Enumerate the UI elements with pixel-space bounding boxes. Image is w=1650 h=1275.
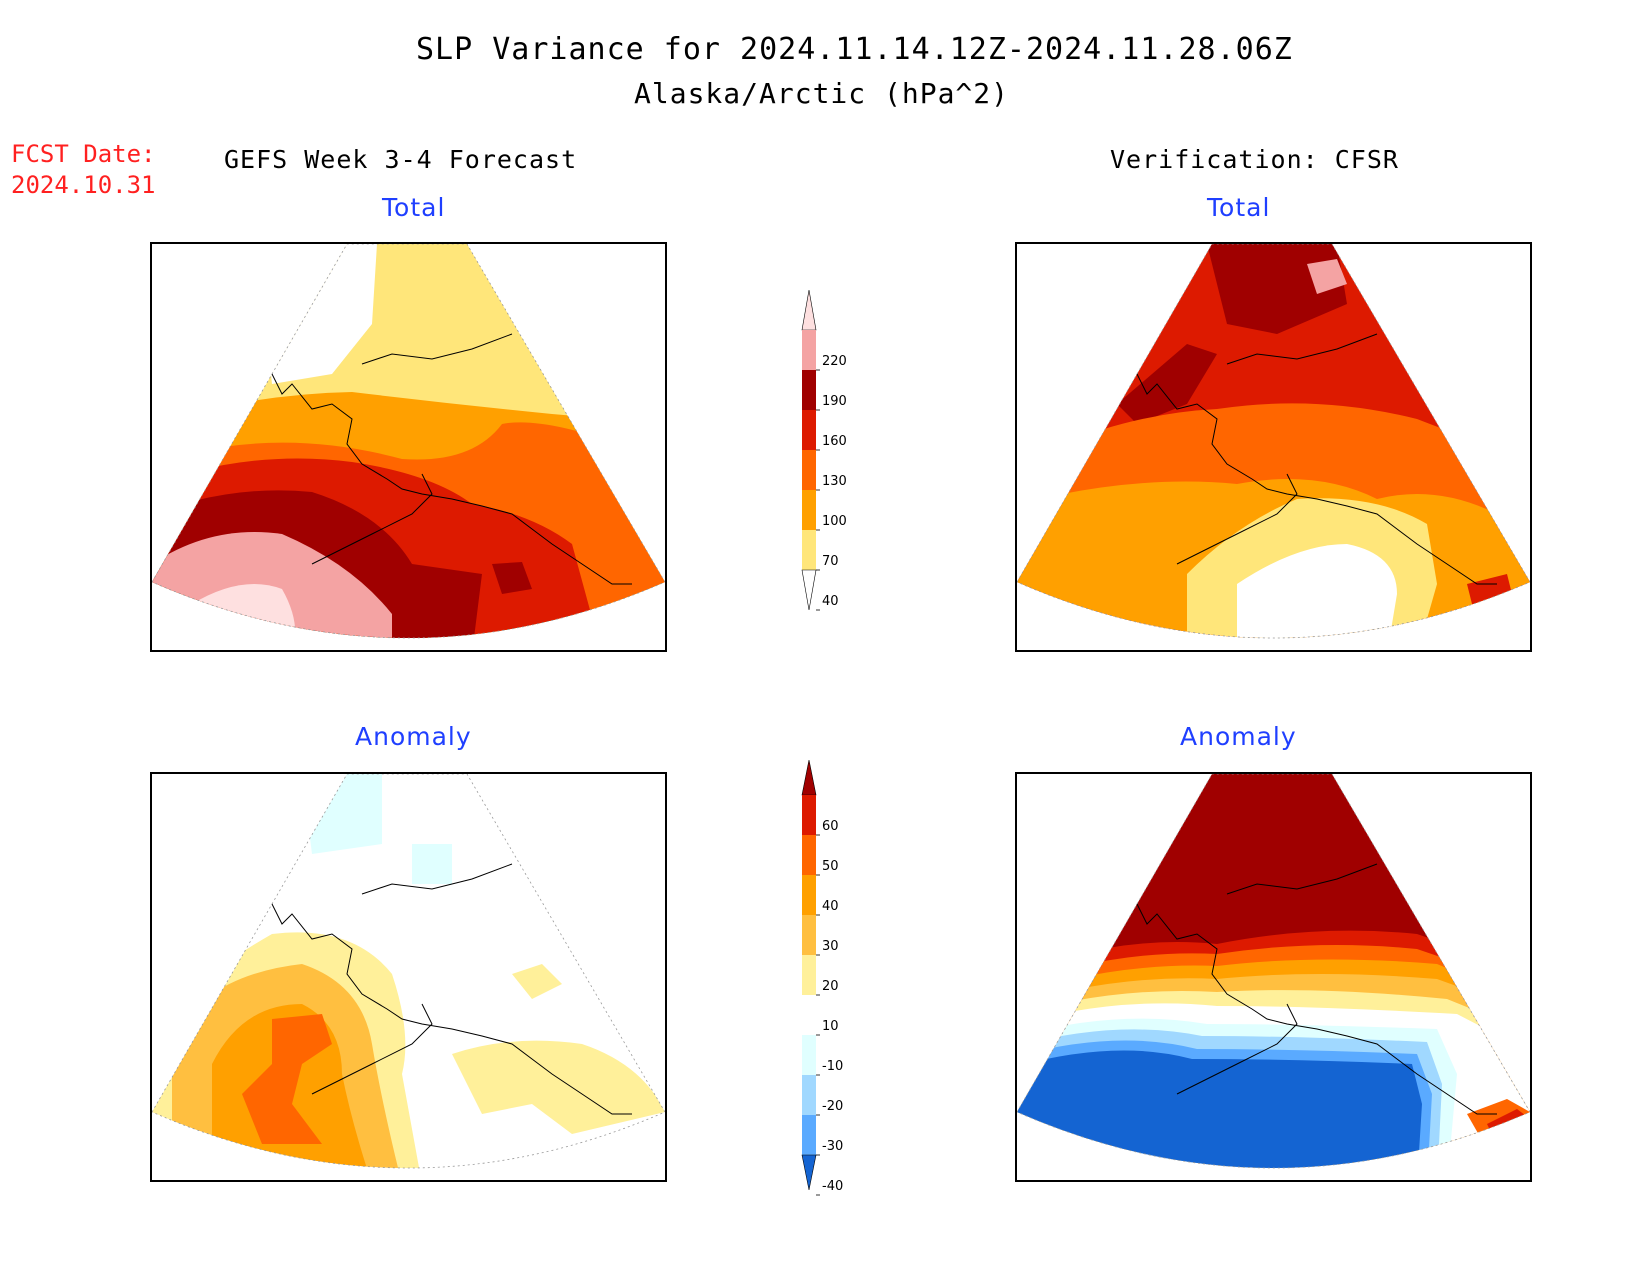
colorbar-anomaly-swatch bbox=[802, 1035, 816, 1075]
colorbar-total-label: 190 bbox=[822, 394, 847, 409]
colorbar-anomaly: 60 50 40 30 20 10 -10 -20 -30 -40 bbox=[795, 755, 855, 1205]
colorbar-total-tip-bottom bbox=[801, 569, 817, 611]
colorbar-total-swatch bbox=[802, 330, 816, 370]
colorbar-anomaly-tip-top bbox=[801, 759, 817, 796]
map-forecast-total bbox=[152, 244, 665, 639]
colorbar-total-label: 220 bbox=[822, 354, 847, 369]
page-title: SLP Variance for 2024.11.14.12Z-2024.11.… bbox=[416, 32, 1293, 67]
colorbar-anomaly-swatch bbox=[802, 875, 816, 915]
colorbar-anomaly-label: 40 bbox=[822, 899, 839, 914]
colorbar-anomaly-swatch bbox=[802, 995, 816, 1035]
colorbar-anomaly-swatch bbox=[802, 835, 816, 875]
colorbar-anomaly-label: -40 bbox=[822, 1179, 843, 1194]
colorbar-anomaly-swatch bbox=[802, 1075, 816, 1115]
colorbar-anomaly-swatch bbox=[802, 1115, 816, 1155]
colorbar-total-label: 100 bbox=[822, 514, 847, 529]
map-verification-total bbox=[1017, 244, 1530, 639]
panel-label-verification-total: Total bbox=[1207, 193, 1271, 222]
colorbar-total: 220 190 160 130 100 70 40 bbox=[795, 285, 855, 615]
map-forecast-anomaly bbox=[152, 774, 665, 1169]
fcst-date-label: FCST Date: bbox=[11, 140, 156, 168]
colorbar-anomaly-swatch bbox=[802, 915, 816, 955]
column-heading-verification: Verification: CFSR bbox=[1110, 145, 1399, 174]
map-panel-forecast-total bbox=[150, 242, 667, 652]
colorbar-total-swatch bbox=[802, 450, 816, 490]
colorbar-total-swatch bbox=[802, 370, 816, 410]
colorbar-anomaly-label: 30 bbox=[822, 939, 839, 954]
colorbar-anomaly-label: -10 bbox=[822, 1059, 843, 1074]
panel-label-forecast-total: Total bbox=[382, 193, 446, 222]
colorbar-total-swatches: 220 190 160 130 100 70 40 bbox=[801, 289, 847, 611]
colorbar-anomaly-label: 50 bbox=[822, 859, 839, 874]
colorbar-anomaly-label: -20 bbox=[822, 1099, 843, 1114]
colorbar-total-swatch bbox=[802, 410, 816, 450]
colorbar-anomaly-label: 20 bbox=[822, 979, 839, 994]
colorbar-anomaly-swatch bbox=[802, 955, 816, 995]
map-panel-verification-anomaly bbox=[1015, 772, 1532, 1182]
colorbar-anomaly-swatch bbox=[802, 795, 816, 835]
colorbar-total-swatch bbox=[802, 490, 816, 530]
colorbar-total-swatch bbox=[802, 530, 816, 570]
colorbar-anomaly-label: 10 bbox=[822, 1019, 839, 1034]
column-heading-forecast: GEFS Week 3-4 Forecast bbox=[224, 145, 578, 174]
colorbar-total-label: 40 bbox=[822, 594, 839, 609]
map-panel-verification-total bbox=[1015, 242, 1532, 652]
map-verification-anomaly bbox=[1017, 774, 1530, 1169]
page-subtitle: Alaska/Arctic (hPa^2) bbox=[634, 77, 1010, 110]
panel-label-verification-anomaly: Anomaly bbox=[1180, 722, 1297, 751]
colorbar-anomaly-swatches: 60 50 40 30 20 10 -10 -20 -30 -40 bbox=[801, 759, 843, 1196]
colorbar-total-label: 130 bbox=[822, 474, 847, 489]
panel-label-forecast-anomaly: Anomaly bbox=[355, 722, 472, 751]
map-panel-forecast-anomaly bbox=[150, 772, 667, 1182]
colorbar-total-label: 70 bbox=[822, 554, 839, 569]
colorbar-anomaly-label: -30 bbox=[822, 1139, 843, 1154]
colorbar-anomaly-label: 60 bbox=[822, 819, 839, 834]
fcst-date-value: 2024.10.31 bbox=[11, 171, 156, 199]
colorbar-total-label: 160 bbox=[822, 434, 847, 449]
colorbar-total-tip-top bbox=[801, 289, 817, 331]
colorbar-anomaly-tip-bottom bbox=[801, 1154, 817, 1191]
